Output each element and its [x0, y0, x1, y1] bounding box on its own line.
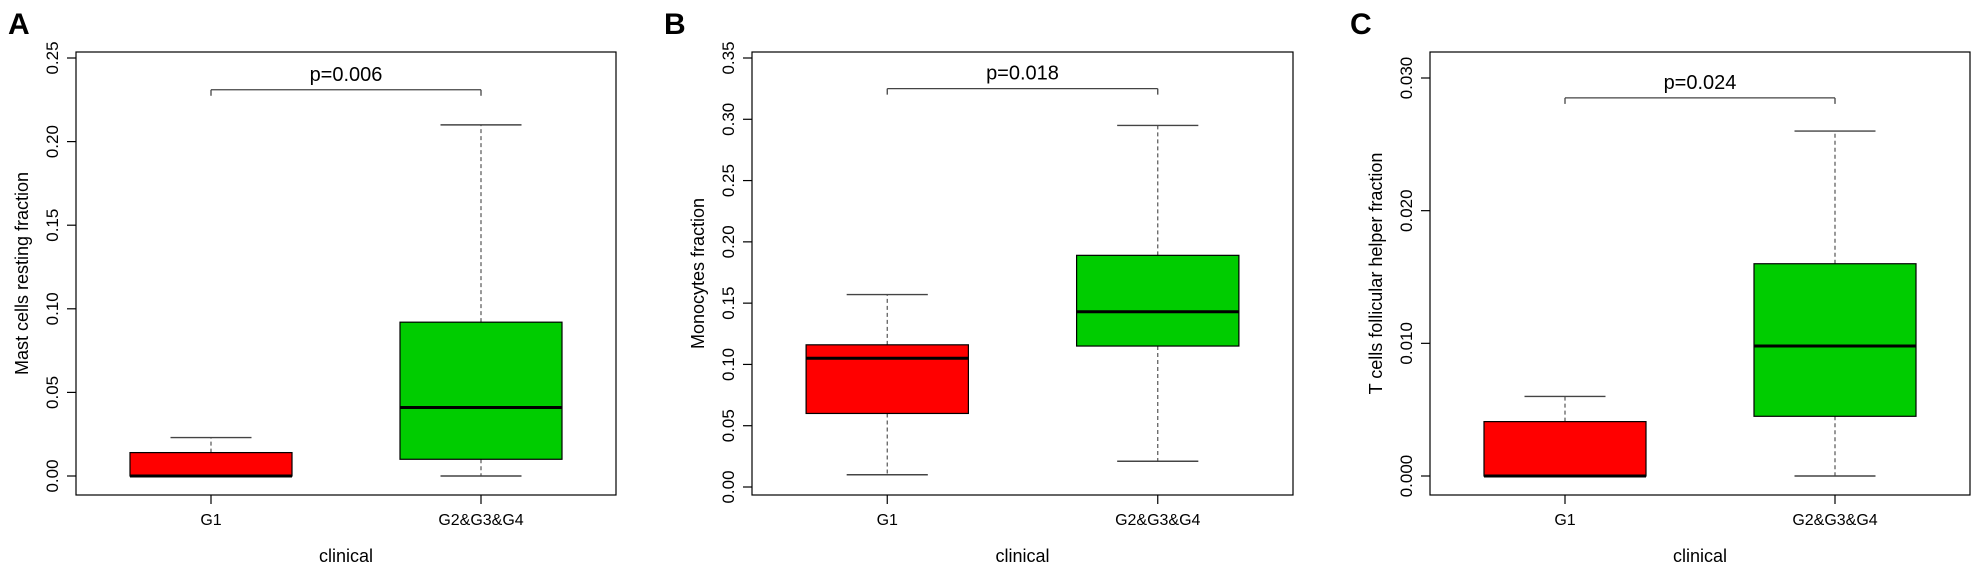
y-tick-label: 0.25 — [43, 41, 62, 74]
x-axis-label: clinical — [1673, 546, 1727, 566]
p-value-label: p=0.024 — [1664, 72, 1737, 94]
panel-a: A 0.00 0.05 0.10 0.15 0.20 0.25 Mast cells rest… — [8, 8, 617, 566]
x-tick-label: G2&G3&G4 — [1115, 512, 1200, 529]
y-tick-label: 0.10 — [43, 292, 62, 325]
panel-letter: B — [664, 8, 686, 41]
x-tick-label: G2&G3&G4 — [438, 512, 523, 529]
box-body — [1753, 263, 1917, 417]
x-tick-label: G1 — [877, 512, 898, 529]
panel-letter: A — [8, 8, 30, 41]
y-tick-label: 0.30 — [719, 103, 738, 136]
box-g2-g3-g4 — [1075, 124, 1240, 462]
x-tick-label: G2&G3&G4 — [1792, 512, 1877, 529]
y-tick-label: 0.35 — [719, 41, 738, 74]
y-tick-label: 0.020 — [1397, 189, 1416, 232]
plot-frame — [1429, 51, 1971, 496]
y-axis-label: T cells follicular helper fraction — [1366, 153, 1386, 395]
y-tick-label: 0.05 — [719, 409, 738, 442]
y-tick-label: 0.010 — [1397, 322, 1416, 365]
y-tick-label: 0.00 — [719, 470, 738, 503]
y-tick-label: 0.20 — [43, 125, 62, 158]
y-tick-label: 0.20 — [719, 225, 738, 258]
box-g1 — [129, 436, 293, 478]
panel-c: C 0.000 0.010 0.020 0.030 T cells follicular … — [1350, 8, 1971, 566]
p-value-label: p=0.006 — [310, 64, 383, 86]
box-body — [1075, 254, 1240, 347]
y-tick-label: 0.030 — [1397, 57, 1416, 100]
box-g1 — [805, 293, 969, 476]
box-body — [1483, 421, 1647, 477]
y-tick-label: 0.10 — [719, 348, 738, 381]
box-body — [805, 344, 969, 415]
y-axis-label: Mast cells resting fraction — [12, 172, 32, 375]
y-tick-label: 0.000 — [1397, 455, 1416, 498]
panel-letter: C — [1350, 8, 1372, 41]
x-tick-label: G1 — [200, 512, 221, 529]
box-body — [399, 321, 563, 460]
panel-b: B 0.00 0.05 0.10 0.15 0.20 0.25 0.30 0.35 Monocyt… — [664, 8, 1294, 566]
x-axis-label: clinical — [319, 546, 373, 566]
box-body — [129, 451, 293, 477]
box-g1 — [1483, 395, 1647, 478]
y-tick-label: 0.05 — [43, 376, 62, 409]
plot-frame — [751, 51, 1294, 496]
y-tick-label: 0.00 — [43, 459, 62, 492]
y-tick-label: 0.15 — [719, 287, 738, 320]
p-value-label: p=0.018 — [986, 63, 1059, 85]
box-g2-g3-g4 — [399, 124, 563, 477]
box-g2-g3-g4 — [1753, 130, 1917, 477]
x-tick-label: G1 — [1554, 512, 1575, 529]
y-tick-label: 0.15 — [43, 209, 62, 242]
y-tick-label: 0.25 — [719, 164, 738, 197]
y-axis-label: Monocytes fraction — [688, 198, 708, 349]
x-axis-label: clinical — [995, 546, 1049, 566]
plot-frame — [75, 51, 617, 496]
